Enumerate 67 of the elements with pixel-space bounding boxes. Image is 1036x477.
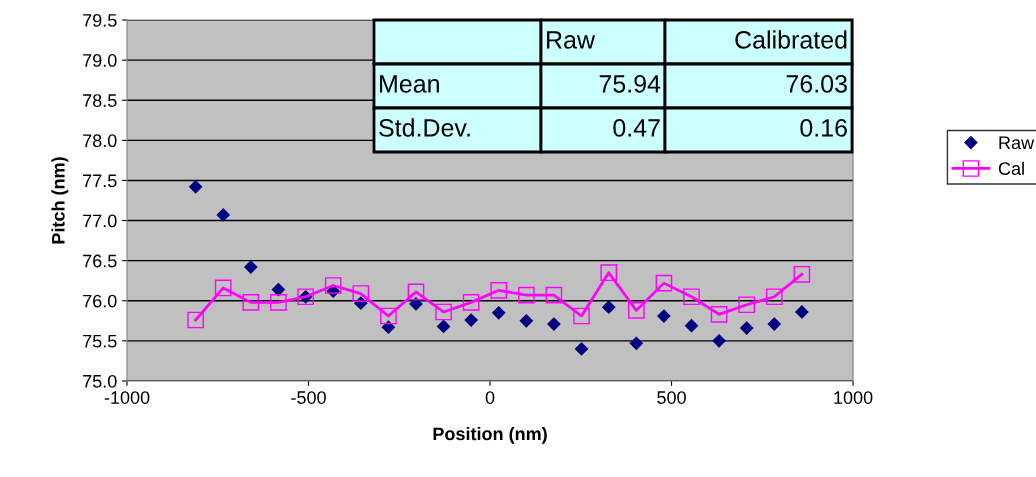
point	[381, 320, 395, 334]
y-tick-label: 77.0	[83, 214, 117, 228]
point	[352, 285, 370, 302]
legend-label: Raw	[999, 136, 1035, 150]
point	[545, 286, 563, 304]
point	[216, 208, 230, 222]
point	[602, 300, 616, 314]
point	[765, 288, 783, 306]
annotation: 75.94	[599, 75, 661, 93]
annotation: Calibrated	[735, 30, 847, 49]
y-tick-label: 78.0	[83, 134, 117, 148]
point	[627, 302, 645, 319]
point	[464, 313, 478, 327]
point	[574, 342, 589, 356]
annotation: Raw	[547, 31, 596, 49]
point	[767, 317, 781, 331]
y-tick-label: 76.5	[83, 254, 117, 268]
annotation: 76.03	[786, 75, 847, 93]
point	[573, 307, 590, 325]
x-tick-label: 500	[657, 391, 686, 404]
annotation: Mean	[380, 75, 439, 93]
point	[684, 319, 699, 333]
x-tick-label: -500	[291, 391, 326, 404]
y-tick-label: 77.5	[83, 174, 117, 188]
point	[738, 296, 756, 314]
point	[270, 294, 287, 311]
point	[214, 279, 232, 297]
x-axis-title: Position (nm)	[433, 426, 547, 444]
point	[795, 305, 809, 319]
y-tick-label: 76.0	[83, 294, 117, 308]
x-tick-label: -1000	[104, 391, 150, 404]
x-tick-label: 1000	[834, 391, 873, 404]
point	[187, 311, 204, 329]
annotation: Std.Dev.	[379, 118, 470, 137]
point	[436, 319, 451, 334]
point	[242, 294, 260, 311]
point	[519, 314, 533, 328]
x-tick-label: 0	[485, 391, 495, 404]
point	[271, 282, 285, 297]
point	[380, 307, 397, 325]
point	[547, 317, 561, 331]
y-tick-label: 75.5	[83, 335, 117, 348]
annotation: 0.16	[800, 119, 847, 137]
y-tick-label: 79.5	[83, 13, 117, 27]
point	[435, 303, 452, 321]
point	[600, 264, 618, 282]
point	[793, 265, 811, 283]
point	[244, 260, 258, 274]
point	[629, 336, 643, 350]
point	[462, 294, 480, 311]
point	[712, 334, 726, 348]
legend-label: Cal	[998, 161, 1024, 175]
point	[683, 288, 700, 306]
point	[189, 180, 203, 194]
point	[492, 306, 506, 320]
y-tick-label: 75.0	[83, 374, 117, 388]
point	[655, 274, 673, 292]
annotation: 0.47	[613, 119, 660, 137]
y-axis-title: Pitch (nm)	[51, 157, 69, 244]
point	[517, 286, 535, 304]
point	[407, 283, 425, 301]
point	[740, 321, 754, 335]
y-tick-label: 78.5	[83, 94, 117, 107]
point	[710, 306, 728, 323]
y-tick-label: 79.0	[83, 54, 117, 67]
point	[324, 277, 342, 294]
point	[490, 282, 508, 299]
